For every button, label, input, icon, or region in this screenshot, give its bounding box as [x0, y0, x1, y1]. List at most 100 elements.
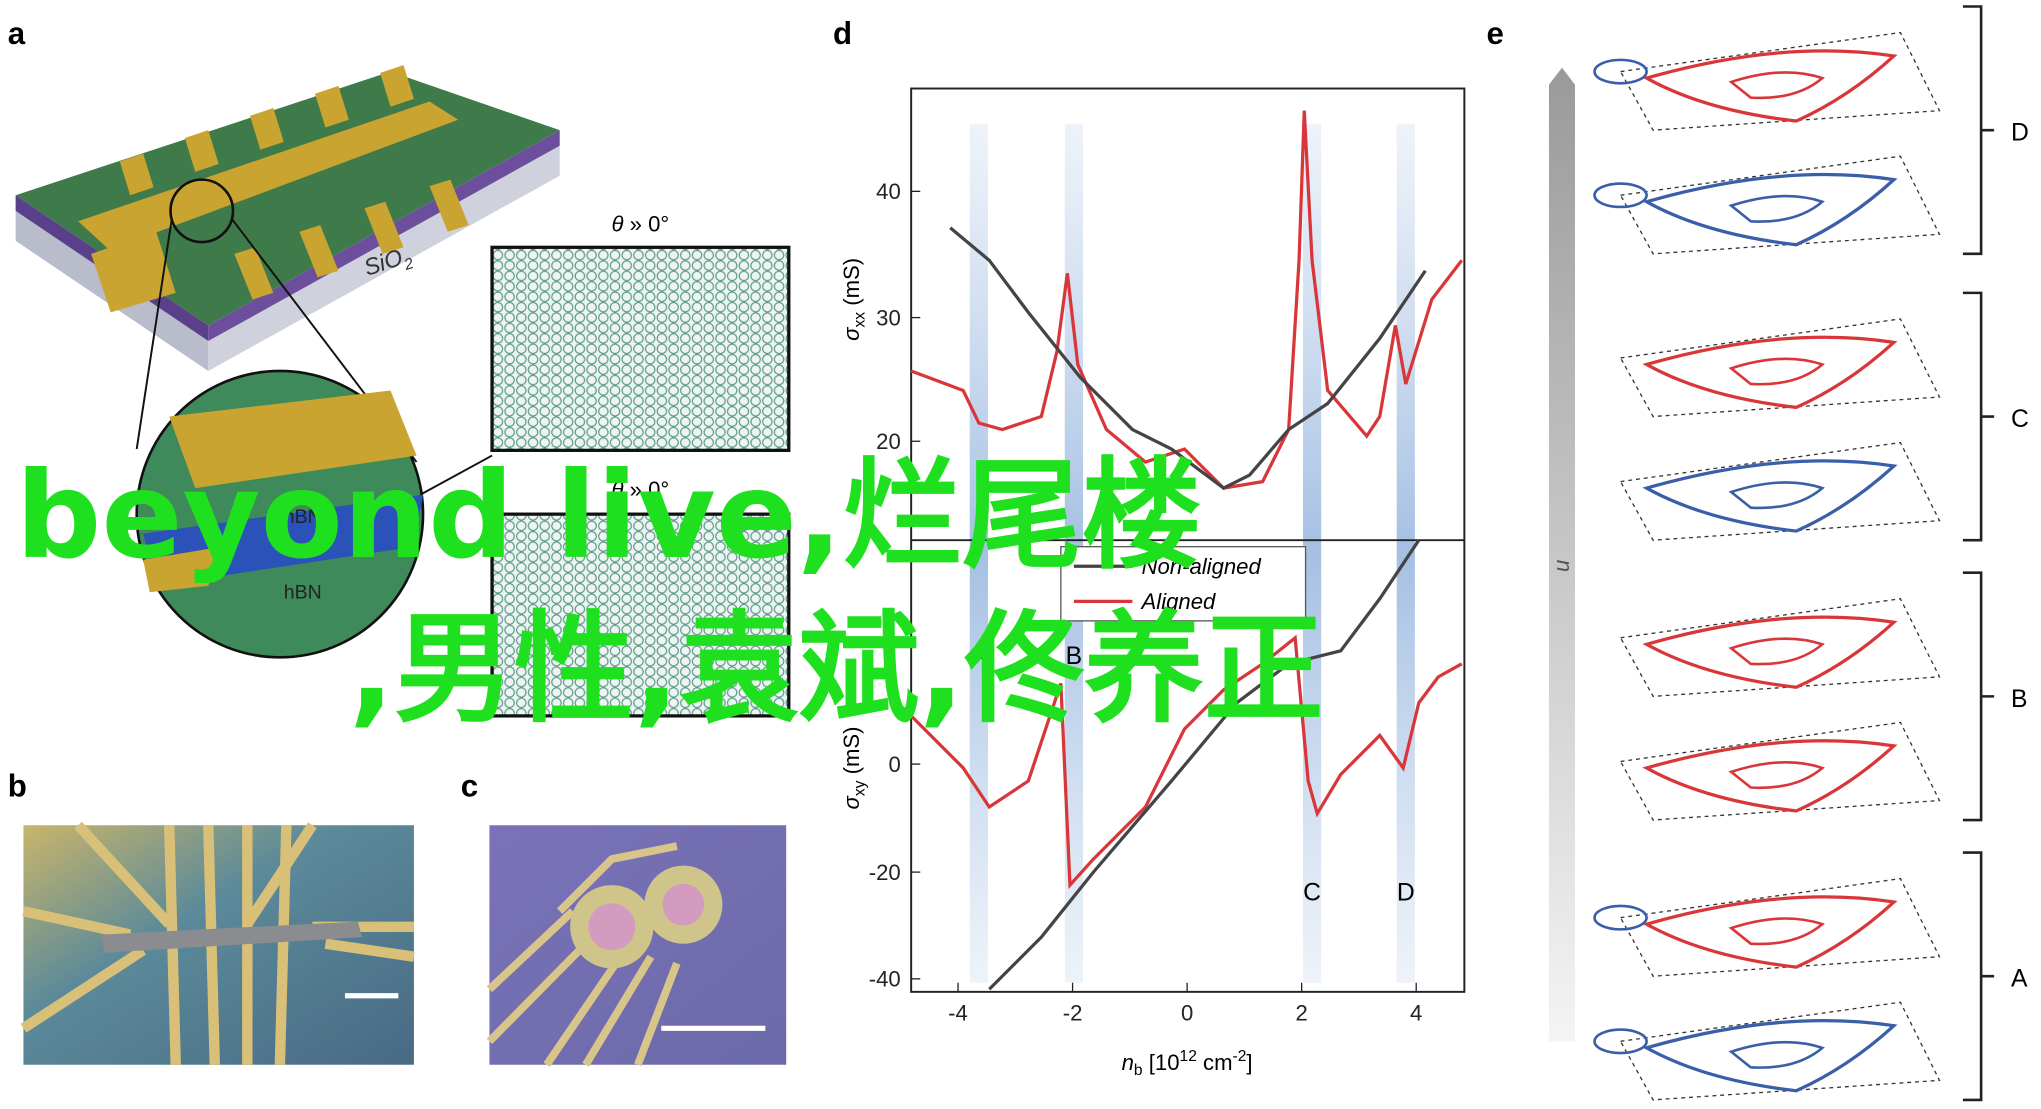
subscript: 2: [401, 255, 416, 274]
symbol: σ: [839, 326, 864, 341]
inset-title: θ » 0°: [612, 477, 670, 502]
electrode: [429, 179, 469, 232]
contour: [1728, 194, 1825, 223]
electrode-strip: [324, 938, 415, 962]
overlay-text: ,男性,袁斌,佟养正: [349, 601, 1324, 740]
pocket: [1593, 1028, 1648, 1055]
x-tick-label: -4: [948, 1000, 968, 1025]
contour: [1728, 761, 1825, 790]
moire-cell: [1619, 31, 1941, 131]
pocket: [1593, 182, 1648, 209]
y-tick-label: 20: [876, 429, 901, 454]
ring-center: [588, 903, 636, 951]
graphene-bar: [78, 101, 459, 250]
arrow-label: n: [1552, 560, 1577, 572]
contour: [1728, 917, 1825, 946]
micrograph-leads: [486, 842, 681, 1067]
panel-label: b: [8, 769, 27, 804]
band-label: A: [971, 643, 988, 670]
zoom-label: hBN: [284, 582, 322, 604]
y-tick-label: 0: [888, 752, 900, 777]
overlay-text: beyond live,烂尾楼: [16, 447, 1202, 586]
group-label: C: [2011, 406, 2029, 433]
superscript: 12: [1180, 1048, 1197, 1065]
moire-image-pattern: [490, 245, 791, 452]
symbol: θ: [612, 477, 624, 502]
electrode: [119, 153, 154, 196]
curve-non-aligned: [949, 226, 1427, 491]
loop-groups: D C B A: [1593, 5, 2029, 1102]
contour: [1642, 459, 1898, 533]
band: [1396, 123, 1415, 983]
pocket: [1593, 904, 1648, 931]
contour: [1728, 637, 1825, 666]
arrow: [1548, 67, 1575, 1042]
zoom-electrode: [169, 390, 417, 489]
group-label: A: [2011, 966, 2028, 993]
unit: (mS): [839, 726, 864, 780]
text: [10: [1143, 1050, 1180, 1075]
moire-cell: [1619, 721, 1941, 821]
legend-label: Aligned: [1140, 589, 1216, 614]
electrodes: [91, 65, 469, 313]
y-tick-label: -20: [869, 860, 901, 885]
electrode: [91, 231, 176, 313]
band-label: D: [1397, 880, 1415, 907]
y-axis-title: σxy (mS): [839, 726, 868, 809]
bracket: [1962, 851, 1995, 1102]
band-label: B: [1066, 643, 1082, 670]
contour: [1642, 1018, 1898, 1093]
electrode: [299, 225, 339, 278]
contour: [1642, 172, 1898, 247]
contour: [1728, 357, 1825, 386]
moire-cell: [1619, 1001, 1941, 1101]
electrode: [380, 65, 414, 107]
band-label: C: [1303, 880, 1321, 907]
zoom-line: [419, 454, 493, 496]
pocket: [1593, 58, 1648, 85]
group-label: D: [2011, 120, 2029, 147]
contour: [1642, 335, 1898, 410]
device-bar: [101, 921, 362, 953]
text: » 0°: [624, 212, 670, 237]
moire-cell: [1619, 598, 1941, 698]
x-tick-label: -2: [1063, 1000, 1083, 1025]
electrode-strip: [20, 945, 147, 1033]
y-tick-label: -40: [869, 967, 901, 992]
electrode: [234, 247, 274, 300]
symbol: n: [1122, 1050, 1134, 1075]
subscript: xy: [851, 780, 868, 796]
x-tick-label: 2: [1296, 1000, 1308, 1025]
subscript: b: [1134, 1062, 1143, 1079]
symbol: θ: [612, 212, 624, 237]
bracket: [1962, 571, 1995, 822]
electrode: [315, 85, 349, 128]
superscript: -2: [1233, 1048, 1247, 1065]
moire-cell: [1619, 877, 1941, 977]
zoom-line: [135, 218, 173, 450]
electrode: [364, 201, 404, 254]
text: » 0°: [624, 477, 670, 502]
panel-label: c: [461, 769, 478, 804]
contour: [1728, 71, 1825, 100]
electrode-strip: [242, 822, 317, 928]
legend: [1060, 546, 1307, 622]
panel-label: a: [8, 16, 26, 51]
ring-center: [662, 883, 705, 926]
panel-label: e: [1486, 16, 1503, 51]
curve-non-aligned: [988, 539, 1421, 991]
zoom-label: hBN: [284, 506, 322, 528]
zoom-electrode: [143, 546, 222, 593]
moire-cell: [1619, 318, 1941, 418]
contour: [1642, 895, 1898, 969]
subscript: xx: [851, 312, 868, 328]
x-tick-label: 0: [1181, 1000, 1193, 1025]
legend-label: Non-aligned: [1142, 554, 1262, 579]
y-axis-title: σxx (mS): [839, 258, 868, 341]
contour: [1728, 1040, 1825, 1069]
unit: (mS): [839, 258, 864, 312]
